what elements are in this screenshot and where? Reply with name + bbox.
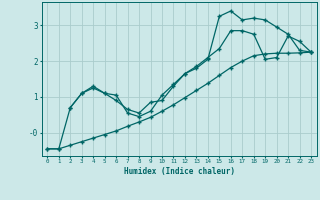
X-axis label: Humidex (Indice chaleur): Humidex (Indice chaleur) bbox=[124, 167, 235, 176]
